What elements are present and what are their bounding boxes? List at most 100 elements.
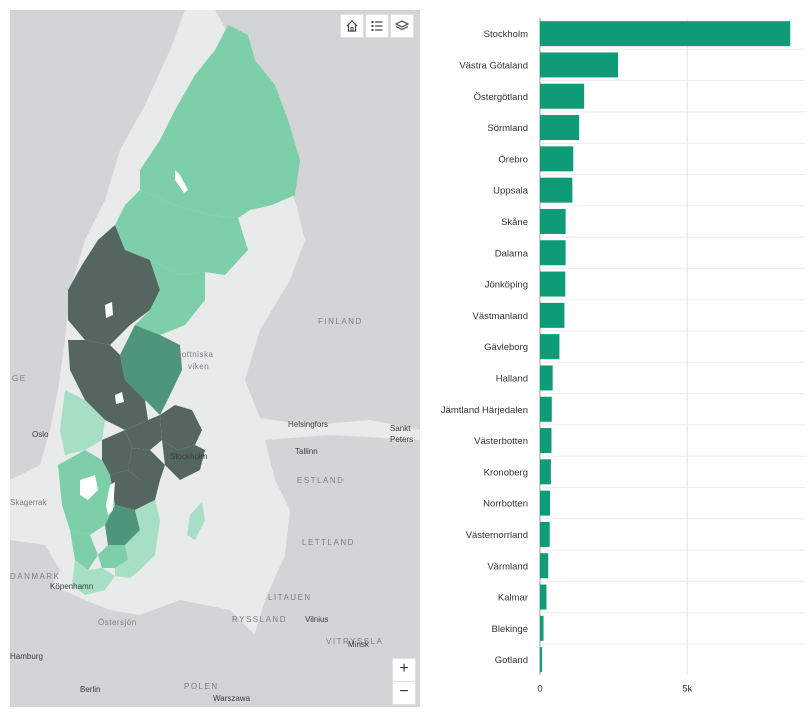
hamburg-label: Hamburg	[10, 652, 43, 661]
skagerrak-label: Skagerrak	[10, 498, 47, 507]
bar[interactable]	[540, 52, 619, 78]
halland-region	[70, 530, 98, 570]
bar[interactable]	[540, 584, 547, 610]
norge-label: GE	[12, 374, 27, 383]
jamtland-region	[68, 225, 160, 345]
bar[interactable]	[540, 271, 566, 297]
vastmanland-region	[125, 415, 162, 450]
berlin-label: Berlin	[80, 685, 101, 694]
kronoberg-region	[98, 545, 128, 568]
helsingfors-label: Helsingfors	[288, 420, 329, 429]
petersburg-label: Peters	[390, 435, 414, 444]
bar[interactable]	[540, 553, 549, 579]
legend-button[interactable]	[365, 14, 389, 38]
category-label: Kronoberg	[484, 467, 528, 478]
home-icon	[346, 20, 358, 32]
category-label: Västerbotten	[474, 436, 528, 447]
gavleborg-region	[120, 325, 182, 415]
category-label: Jönköping	[485, 280, 528, 291]
baltic-landmass	[250, 435, 420, 707]
layers-icon	[395, 20, 409, 31]
bar[interactable]	[540, 459, 551, 485]
kalmar-region	[125, 500, 160, 570]
bar[interactable]	[540, 115, 580, 141]
ryssland-label: RYSSLAND	[232, 615, 287, 624]
tallinn-label: Tallinn	[295, 447, 318, 456]
lake-vanern	[80, 475, 98, 500]
map-view[interactable]: FINLAND ESTLAND LETTLAND LITAUEN RYSSLAN…	[10, 10, 420, 707]
category-label: Dalarna	[495, 248, 529, 259]
bar[interactable]	[540, 334, 560, 360]
lake-vattern	[106, 482, 115, 515]
bar[interactable]	[540, 302, 565, 328]
vitryssland-label: VITRYSSLA	[326, 637, 384, 646]
jonkoping-region	[105, 505, 140, 545]
category-label: Örebro	[498, 154, 528, 165]
category-label: Stockholm	[484, 29, 528, 40]
bar[interactable]	[540, 615, 544, 641]
bar[interactable]	[540, 146, 574, 172]
bar[interactable]	[540, 208, 566, 234]
skane-region	[72, 560, 115, 595]
blekinge-region	[115, 560, 140, 578]
varmland-region	[60, 390, 105, 455]
layers-button[interactable]	[390, 14, 414, 38]
home-button[interactable]	[340, 14, 364, 38]
stockholm-region	[162, 440, 205, 480]
norrbotten-region	[140, 25, 300, 218]
vasternorrland-region	[135, 260, 205, 335]
bar[interactable]	[540, 647, 543, 673]
danmark-label: DANMARK	[10, 572, 61, 581]
lake-hornavan	[175, 170, 188, 193]
kopenhamn-label: Köpenhamn	[50, 582, 94, 591]
norway-landmass	[10, 10, 185, 480]
uppsala-region	[160, 405, 202, 450]
category-label: Västernorrland	[466, 530, 528, 541]
category-label: Blekinge	[492, 624, 528, 635]
viken-label: viken	[188, 362, 210, 371]
zoom-out-button[interactable]: −	[392, 681, 416, 705]
bar[interactable]	[540, 396, 552, 422]
warszawa-label: Warszawa	[213, 694, 251, 703]
litauen-label: LITAUEN	[268, 593, 312, 602]
map-canvas	[10, 10, 420, 707]
x-tick-label: 5k	[682, 683, 692, 694]
x-tick-label: 0	[537, 683, 542, 694]
ostergotland-region	[110, 470, 160, 510]
category-label: Sörmland	[487, 123, 528, 134]
category-label: Norrbotten	[483, 499, 528, 510]
bar[interactable]	[540, 240, 566, 266]
bar[interactable]	[540, 21, 791, 47]
bar[interactable]	[540, 365, 553, 391]
bar[interactable]	[540, 490, 551, 516]
category-label: Västmanland	[473, 311, 528, 322]
category-label: Västra Götaland	[459, 60, 528, 71]
bar[interactable]	[540, 521, 550, 547]
category-label: Gotland	[495, 655, 528, 666]
bar[interactable]	[540, 428, 552, 454]
bottniska-label: Bottniska	[176, 350, 214, 359]
category-label: Värmland	[487, 561, 528, 572]
category-label: Halland	[496, 373, 528, 384]
vasterbotten-region	[115, 190, 248, 275]
bar[interactable]	[540, 177, 573, 203]
category-label: Skåne	[501, 217, 528, 228]
category-label: Jämtland Härjedalen	[441, 405, 528, 416]
gotland-region	[187, 502, 205, 540]
bar[interactable]	[540, 83, 585, 109]
minsk-label: Minsk	[348, 640, 369, 649]
bar-chart-panel: Stockholm Västra Götaland Östergötland Sörm…	[425, 10, 812, 707]
stockholm-label: Stockholm	[170, 452, 208, 461]
lettland-label: LETTLAND	[302, 538, 355, 547]
ostersjon-label: Östersjön	[98, 618, 137, 627]
finland-label: FINLAND	[318, 317, 363, 326]
category-label: Kalmar	[498, 593, 528, 604]
sankt-label: Sankt	[390, 424, 411, 433]
zoom-in-button[interactable]: +	[392, 658, 416, 682]
denmark-landmass	[10, 540, 60, 595]
orebro-region	[102, 430, 132, 475]
sormland-region	[128, 448, 165, 480]
estland-label: ESTLAND	[297, 476, 345, 485]
bar-chart: Stockholm Västra Götaland Östergötland Sörm…	[441, 18, 805, 694]
category-label: Östergötland	[474, 92, 528, 103]
